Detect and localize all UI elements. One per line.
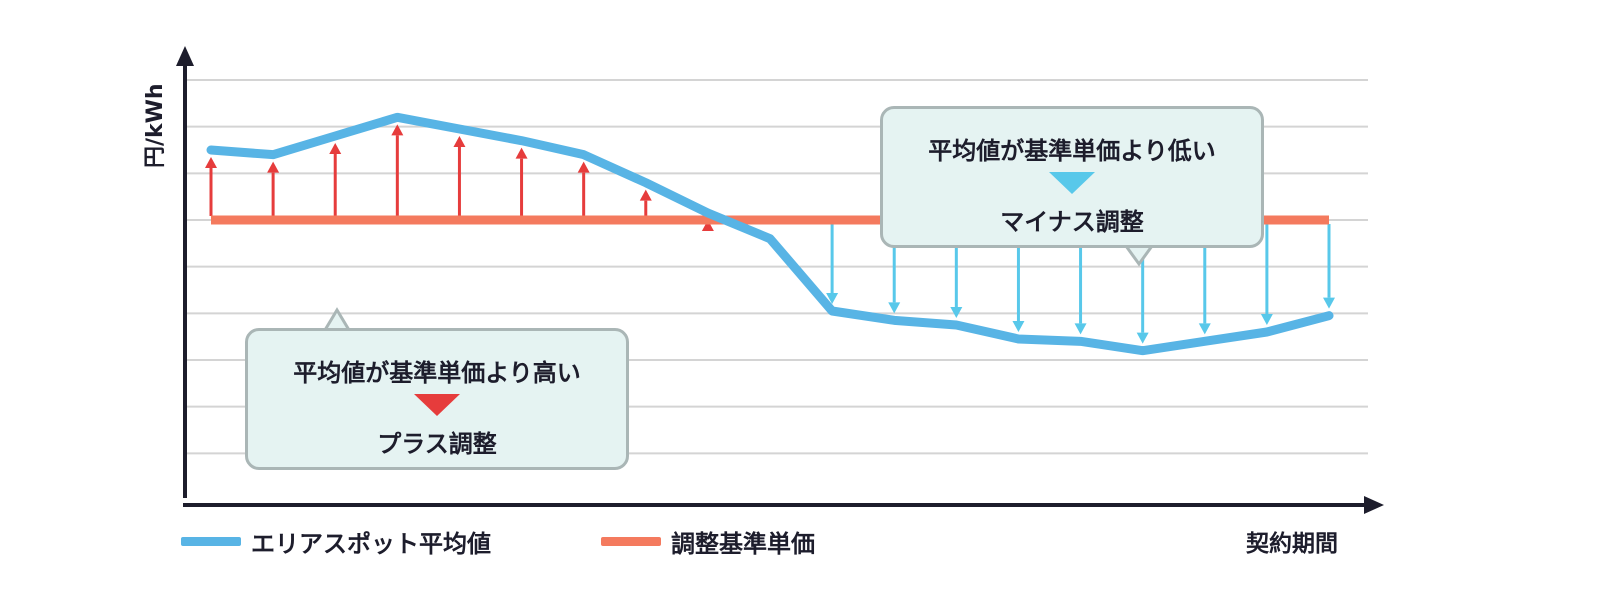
arrow-head bbox=[267, 161, 280, 173]
callout-high-result: プラス調整 bbox=[377, 430, 497, 458]
axes bbox=[176, 46, 1384, 514]
minus-adjustment-arrow bbox=[826, 224, 839, 304]
y-axis-label: 円/kWh bbox=[143, 83, 168, 168]
legend-item-spot: エリアスポット平均値 bbox=[181, 524, 491, 559]
minus-adjustment-arrow bbox=[1323, 224, 1335, 309]
arrow-head bbox=[1136, 332, 1149, 344]
plus-adjustment-arrow bbox=[205, 157, 217, 216]
arrow-head bbox=[639, 189, 652, 201]
arrow-head bbox=[205, 157, 217, 168]
plus-adjustment-arrow bbox=[577, 161, 590, 216]
callout-high: 平均値が基準単価より高い プラス調整 bbox=[245, 328, 629, 470]
arrow-head bbox=[1198, 323, 1211, 335]
callout-low-pointer bbox=[1124, 245, 1154, 267]
arrow-head bbox=[888, 302, 901, 314]
plus-adjustment-arrow bbox=[515, 147, 528, 216]
arrow-head bbox=[950, 307, 963, 318]
arrow-head bbox=[1323, 297, 1335, 309]
series-line-area-spot-average bbox=[206, 112, 1334, 356]
arrow-head bbox=[453, 136, 466, 147]
callout-high-title: 平均値が基準単価より高い bbox=[293, 359, 581, 387]
down-triangle-red-icon bbox=[414, 394, 460, 416]
plus-adjustment-arrow bbox=[639, 189, 652, 216]
arrow-head bbox=[826, 293, 839, 304]
arrow-head bbox=[515, 147, 528, 159]
arrow-head bbox=[701, 220, 714, 231]
plus-adjustment-arrow bbox=[453, 136, 466, 216]
minus-adjustment-arrow bbox=[1260, 224, 1273, 325]
plus-adjustment-arrow bbox=[267, 161, 280, 216]
adjustment-arrows bbox=[205, 124, 1335, 344]
callout-pointers bbox=[323, 245, 1154, 331]
callout-low-title: 平均値が基準単価より低い bbox=[928, 137, 1216, 165]
arrow-head bbox=[329, 143, 342, 154]
x-axis-label: 契約期間 bbox=[1245, 530, 1338, 557]
plus-adjustment-arrow bbox=[329, 143, 342, 216]
legend-label-spot: エリアスポット平均値 bbox=[251, 530, 491, 558]
arrow-head bbox=[1012, 321, 1025, 332]
x-axis-arrowhead bbox=[1364, 496, 1384, 514]
legend-swatch-spot bbox=[181, 537, 241, 546]
arrow-head bbox=[391, 124, 404, 136]
legend-label-base: 調整基準単価 bbox=[671, 530, 815, 558]
callout-low-result: マイナス調整 bbox=[1000, 208, 1144, 236]
legend-swatch-base bbox=[601, 537, 661, 546]
down-triangle-blue-icon bbox=[1049, 172, 1095, 194]
plus-adjustment-arrow bbox=[391, 124, 404, 216]
arrow-head bbox=[1074, 323, 1087, 335]
arrow-head bbox=[577, 161, 590, 173]
legend-item-base: 調整基準単価 bbox=[601, 524, 815, 559]
callout-high-pointer bbox=[323, 307, 351, 331]
arrow-head bbox=[1260, 314, 1273, 325]
y-axis-arrowhead bbox=[176, 46, 194, 66]
callout-low: 平均値が基準単価より低い マイナス調整 bbox=[880, 106, 1264, 248]
